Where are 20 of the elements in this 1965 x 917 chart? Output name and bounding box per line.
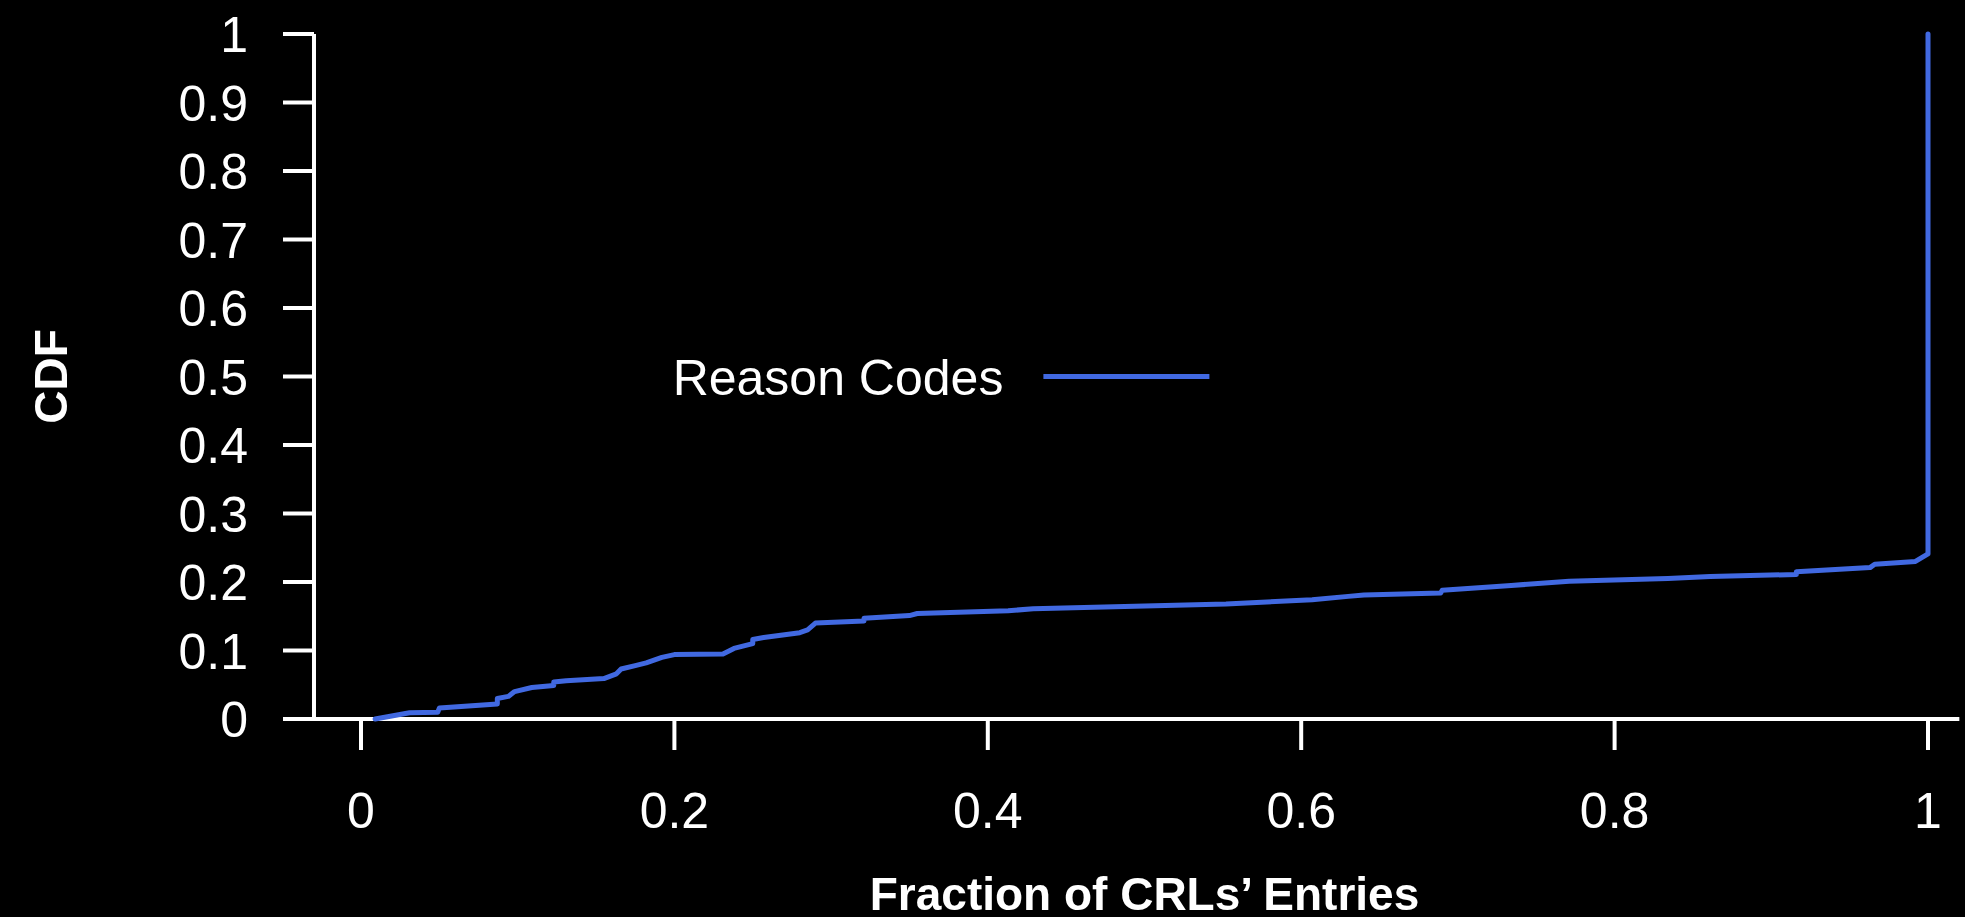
x-tick-label: 0.2 (639, 783, 710, 839)
x-axis-title: Fraction of CRLs’ Entries (869, 867, 1420, 917)
y-tick-label: 0.3 (178, 486, 248, 543)
legend-label: Reason Codes (672, 349, 1004, 406)
x-tick-label: 1 (1914, 783, 1942, 839)
y-tick-label: 0.8 (178, 144, 248, 200)
y-tick-label: 0.2 (178, 555, 248, 611)
y-tick-label: 0.6 (178, 281, 248, 337)
x-tick-label: 0.4 (953, 783, 1023, 839)
y-axis-title: CDF (24, 329, 77, 424)
x-tick-label: 0.6 (1266, 783, 1336, 839)
y-tick-label: 1 (220, 7, 248, 63)
y-tick-label: 0.4 (178, 418, 248, 474)
y-tick-label: 0 (220, 692, 248, 748)
y-tick-label: 0.7 (178, 212, 248, 269)
y-tick-label: 0.9 (178, 75, 248, 132)
y-tick-label: 0.5 (178, 349, 248, 406)
x-tick-label: 0 (347, 783, 375, 839)
y-tick-label: 0.1 (178, 623, 248, 680)
x-tick-label: 0.8 (1579, 783, 1650, 839)
